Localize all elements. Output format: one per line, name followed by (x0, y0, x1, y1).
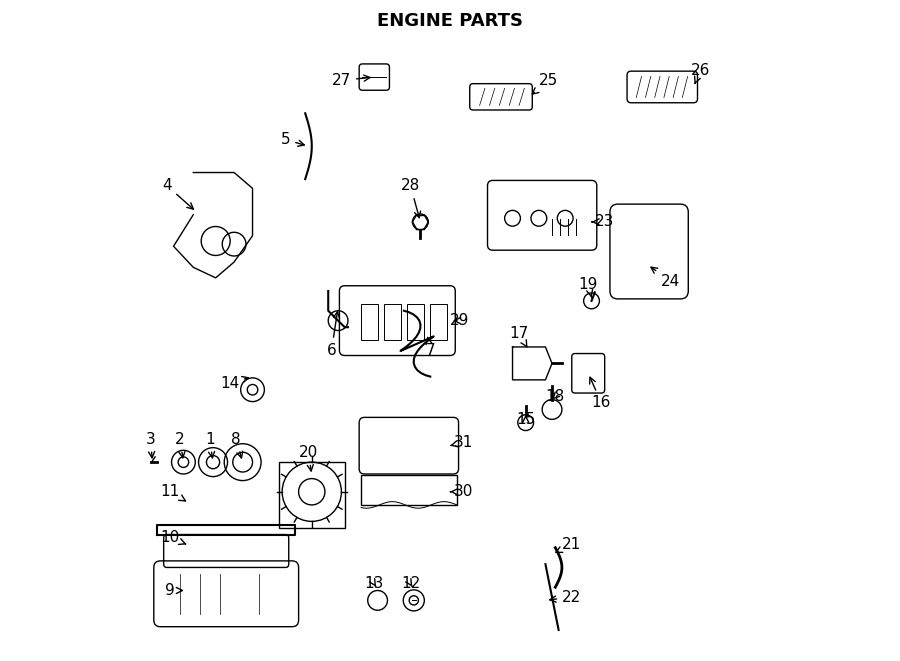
Text: 4: 4 (162, 178, 194, 209)
Text: 18: 18 (545, 389, 565, 404)
Text: 16: 16 (590, 377, 611, 410)
Bar (430, 304, 446, 340)
Text: 28: 28 (400, 178, 420, 217)
Text: 9: 9 (166, 583, 183, 598)
Text: 17: 17 (509, 327, 528, 347)
Text: 5: 5 (281, 132, 304, 147)
Text: 11: 11 (160, 485, 185, 501)
Bar (407, 304, 424, 340)
Bar (384, 304, 400, 340)
Text: 29: 29 (450, 313, 470, 328)
Text: 13: 13 (364, 576, 384, 592)
Text: 24: 24 (651, 267, 680, 289)
Text: 6: 6 (327, 312, 339, 358)
Text: 2: 2 (176, 432, 185, 458)
Text: 7: 7 (426, 337, 435, 358)
Text: 3: 3 (146, 432, 156, 458)
Text: 12: 12 (400, 576, 420, 592)
Text: 26: 26 (690, 63, 710, 83)
Text: 30: 30 (451, 485, 472, 499)
Text: ENGINE PARTS: ENGINE PARTS (377, 12, 523, 30)
Bar (279, 462, 345, 528)
Bar (361, 475, 456, 505)
Text: 20: 20 (299, 445, 318, 471)
Text: 10: 10 (160, 530, 185, 545)
Text: 15: 15 (516, 412, 536, 427)
Bar (361, 304, 378, 340)
Text: 21: 21 (556, 537, 581, 553)
Text: 27: 27 (332, 73, 370, 88)
Text: 23: 23 (592, 214, 615, 229)
Text: 22: 22 (550, 590, 581, 605)
Text: 14: 14 (220, 375, 248, 391)
Text: 31: 31 (451, 435, 472, 450)
Text: 25: 25 (532, 73, 558, 94)
Text: 1: 1 (205, 432, 214, 458)
Text: 8: 8 (231, 432, 243, 458)
Text: 19: 19 (579, 277, 598, 297)
